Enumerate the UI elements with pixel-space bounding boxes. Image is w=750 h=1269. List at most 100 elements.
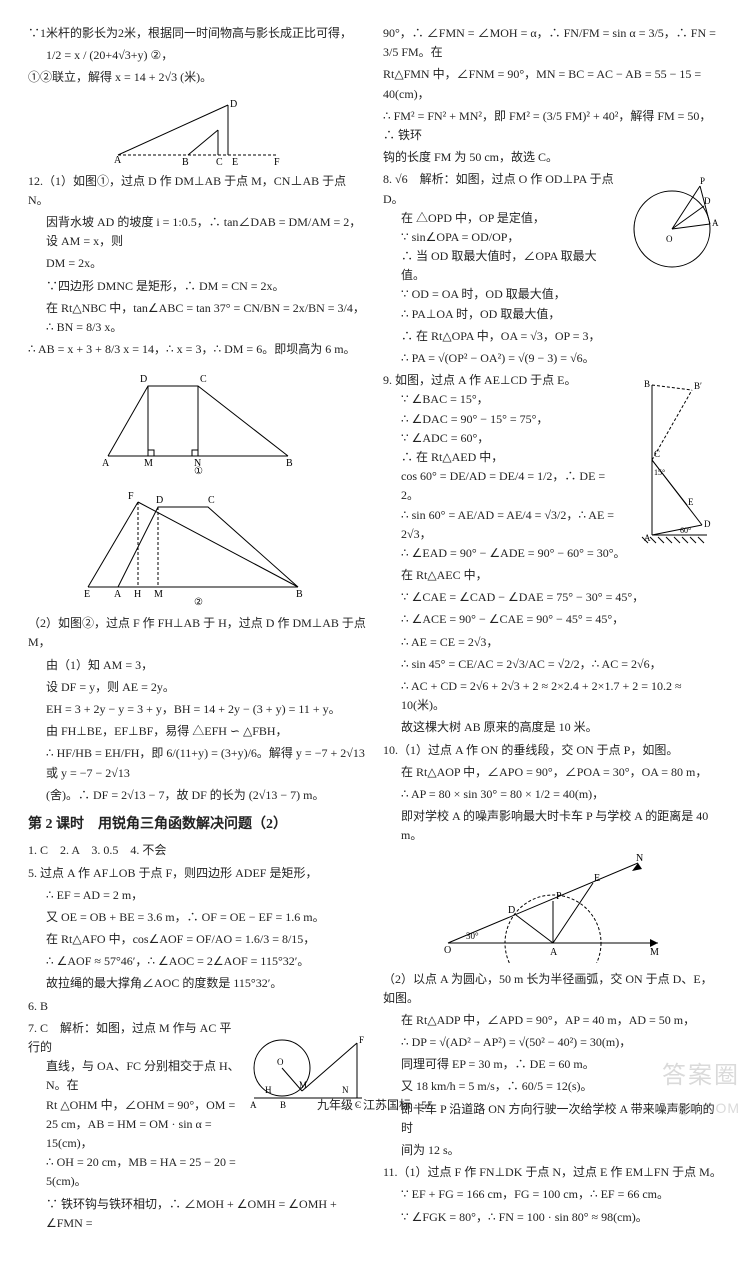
svg-text:A: A [550,947,558,958]
text-line: ∴ HF/HB = EH/FH，即 6/(11+y) = (3+y)/6。解得 … [46,744,367,782]
svg-text:O: O [444,945,451,956]
figure-trapezoid-2: E A H M B F D C ② [28,483,367,611]
text-line: ∵四边形 DMNC 是矩形，∴ DM = CN = 2x。 [46,277,367,296]
text-line: 故拉绳的最大撑角∠AOC 的度数是 115°32′。 [46,974,367,993]
text-line: 5. 过点 A 作 AF⊥OB 于点 F，则四边形 ADEF 是矩形， [28,864,367,883]
watermark-text: 答案圈 [662,1057,740,1095]
svg-text:E: E [84,589,90,600]
svg-text:O: O [277,1057,284,1067]
text-line: 因背水坡 AD 的坡度 i = 1:0.5，∴ tan∠DAB = DM/AM … [46,213,367,251]
watermark-url: MXQE.COM [654,1097,740,1119]
svg-text:15°: 15° [654,468,665,477]
text-line: 在 Rt△ADP 中，∠APD = 90°，AP = 40 m，AD = 50 … [401,1011,722,1030]
text-line: 8. √6 解析：如图，过点 O 作 OD⊥PA 于点 D。 [383,170,616,208]
text-line: ∵1米杆的影长为2米，根据同一时间物高与影长成正比可得， [28,24,367,43]
text-line: ∴ EF = AD = 2 m， [46,886,367,905]
text-line: ∴ 在 Rt△OPA 中，OA = √3，OP = 3， [401,327,722,346]
text-line: ∴ ∠ACE = 90° − ∠CAE = 90° − 45° = 45°， [401,610,722,629]
text-line: 在 Rt△NBC 中，tan∠ABC = tan 37° = CN/BN = 2… [46,299,367,337]
row-with-figure: 9. 如图，过点 A 作 AE⊥CD 于点 E。 ∵ ∠BAC = 15°， ∴… [383,371,722,563]
svg-text:C: C [200,374,207,385]
left-column: ∵1米杆的影长为2米，根据同一时间物高与影长成正比可得， 1/2 = x / (… [28,24,367,1233]
figure-road-noise: O A P M D E N 30° [383,849,722,967]
svg-text:H: H [134,589,141,600]
text-line: 钩的长度 FM 为 50 cm，故选 C。 [383,148,722,167]
text-line: ∴ ∠EAD = 90° − ∠ADE = 90° − 60° = 30°。 [401,544,626,563]
text-line: ∴ DP = √(AD² − AP²) = √(50² − 40²) = 30(… [401,1033,722,1052]
text-line: 间为 12 s。 [401,1141,722,1160]
svg-text:D: D [704,196,711,206]
svg-text:D: D [140,374,147,385]
text-line: 6. B [28,997,367,1016]
svg-text:M: M [144,458,153,469]
svg-text:D: D [704,519,711,529]
text-line: DM = 2x。 [46,254,367,273]
figure-small-triangle: A B C D E F [28,91,367,169]
text-line: 7. C 解析：如图，过点 M 作与 AC 平行的 [28,1019,241,1057]
page-content: ∵1米杆的影长为2米，根据同一时间物高与影长成正比可得， 1/2 = x / (… [0,0,750,1269]
svg-text:P: P [700,176,705,186]
svg-text:C: C [216,157,223,165]
svg-text:D: D [508,905,515,916]
svg-text:B′: B′ [694,381,702,391]
text-line: ∵ ∠FGK = 80°，∴ FN = 100 · sin 80° ≈ 98(c… [401,1208,722,1227]
svg-text:E: E [688,497,694,507]
text-line: 在 Rt△AEC 中， [401,566,722,585]
text-line: 设 DF = y，则 AE = 2y。 [46,678,367,697]
figure-fallen-tree: A B B′ C D E 60° 15° [632,375,722,545]
svg-text:A: A [102,458,110,469]
svg-text:D: D [230,99,237,110]
svg-text:B: B [286,458,293,469]
text-line: ∵ 铁环钩与铁环相切，∴ ∠MOH + ∠OMH = ∠OMH + ∠FMN = [46,1195,367,1233]
text-line: 11.（1）过点 F 作 FN⊥DK 于点 N，过点 E 作 EM⊥FN 于点 … [383,1163,722,1182]
text-line: ∵ EF + FG = 166 cm，FG = 100 cm，∴ EF = 66… [401,1185,722,1204]
svg-text:D: D [156,495,163,506]
svg-text:A: A [644,533,651,543]
text-line: EH = 3 + 2y − y = 3 + y，BH = 14 + 2y − (… [46,700,367,719]
svg-text:B: B [296,589,303,600]
section-heading: 第 2 课时 用锐角三角函数解决问题（2） [28,814,367,836]
svg-text:F: F [274,157,280,165]
text-line: 9. 如图，过点 A 作 AE⊥CD 于点 E。 [383,371,626,390]
text-line: Rt△FMN 中，∠FNM = 90°，MN = BC = AC − AB = … [383,65,722,103]
text-line: 25 cm，AB = HM = OM · sin α = 15(cm)， [46,1115,241,1153]
svg-text:E: E [594,873,600,884]
svg-text:M: M [650,947,659,958]
text-line: 12.（1）如图①，过点 D 作 DM⊥AB 于点 M，CN⊥AB 于点 N。 [28,172,367,210]
text-line: cos 60° = DE/AD = DE/4 = 1/2，∴ DE = 2。 [401,467,626,505]
svg-text:O: O [666,234,673,244]
figure-trapezoid-1: A M N B D C ① [28,362,367,480]
text-line: ∵ ∠ADC = 60°， [401,429,626,448]
svg-text:①: ① [194,466,203,476]
svg-text:C: C [208,495,215,506]
row-with-figure: 8. √6 解析：如图，过点 O 作 OD⊥PA 于点 D。 在 △OPD 中，… [383,170,722,324]
text-line: ∵ ∠CAE = ∠CAD − ∠DAE = 75° − 30° = 45°， [401,588,722,607]
text-line: ①②联立，解得 x = 14 + 2√3 (米)。 [28,68,367,87]
right-column: 90°，∴ ∠FMN = ∠MOH = α，∴ FN/FM = sin α = … [383,24,722,1233]
text-line: 在 Rt△AFO 中，cos∠AOF = OF/AO = 1.6/3 = 8/1… [46,930,367,949]
text-line: ∴ sin 60° = AE/AD = AE/4 = √3/2，∴ AE = 2… [401,506,626,544]
svg-text:F: F [128,491,134,502]
text-line: 在 Rt△AOP 中，∠APO = 90°，∠POA = 30°，OA = 80… [401,763,722,782]
text-line: ∵ sin∠OPA = OD/OP， [401,228,616,247]
text-line: ∴ AB = x + 3 + 8/3 x = 14，∴ x = 3，∴ DM =… [28,340,367,359]
text-line: ∴ 当 OD 取最大值时，∠OPA 取最大值。 [401,247,616,285]
svg-text:30°: 30° [466,931,479,941]
svg-text:A: A [114,155,122,165]
text-line: 由（1）知 AM = 3， [46,656,367,675]
svg-text:P: P [556,891,562,902]
text-line: 1/2 = x / (20+4√3+y) ②， [46,46,367,65]
svg-text:A: A [114,589,122,600]
text-line: ∴ PA = √(OP² − OA²) = √(9 − 3) = √6。 [401,349,722,368]
text-line: 即对学校 A 的噪声影响最大时卡车 P 与学校 A 的距离是 40 m。 [401,807,722,845]
text-line: ∴ ∠AOF ≈ 57°46′，∴ ∠AOC = 2∠AOF = 115°32′… [46,952,367,971]
text-line: （2）如图②，过点 F 作 FH⊥AB 于 H，过点 D 作 DM⊥AB 于点 … [28,614,367,652]
svg-text:60°: 60° [680,526,691,535]
svg-text:N: N [342,1085,349,1095]
text-line: 90°，∴ ∠FMN = ∠MOH = α，∴ FN/FM = sin α = … [383,24,722,62]
text-line: ∵ OD = OA 时，OD 取最大值， [401,285,616,304]
figure-circle-tangent: O P A D [622,174,722,274]
text-line: 1. C 2. A 3. 0.5 4. 不会 [28,841,367,860]
text-line: 由 FH⊥BE，EF⊥BF，易得 △EFH ∽ △FBH， [46,722,367,741]
svg-text:F: F [359,1035,364,1045]
